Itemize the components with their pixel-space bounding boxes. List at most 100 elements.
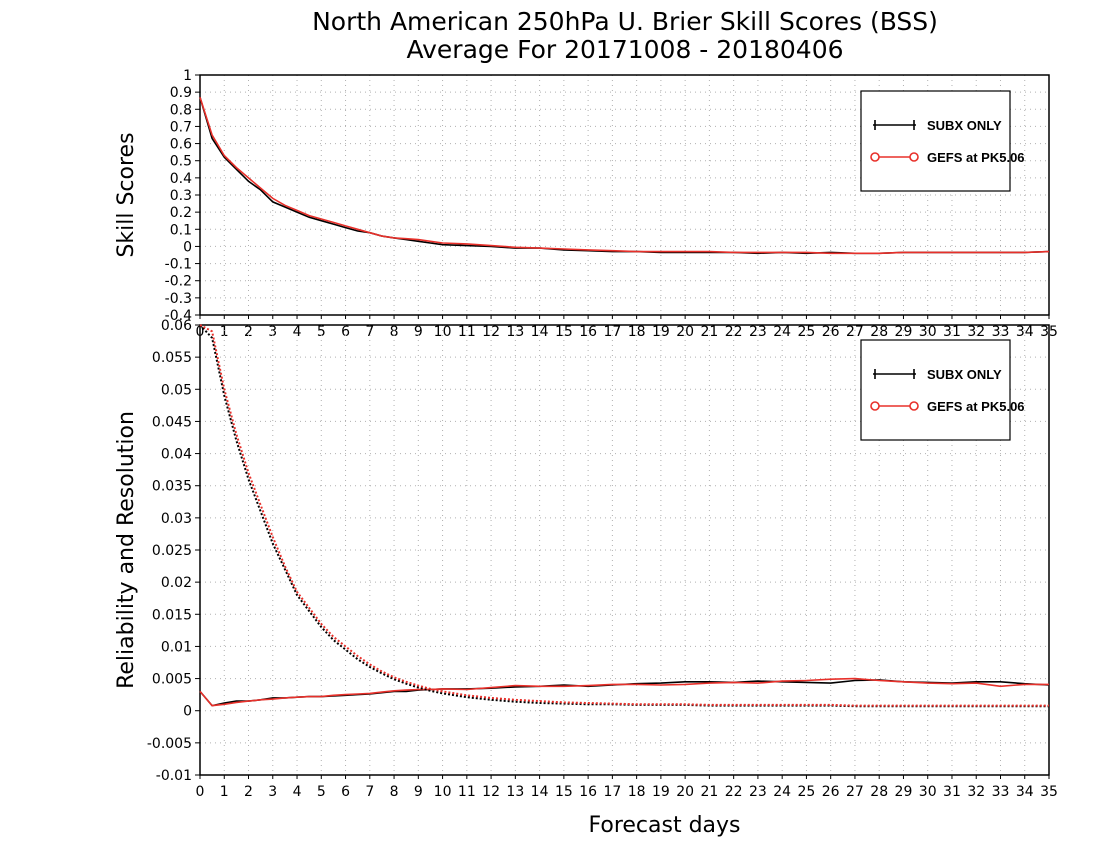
x-tick-label: 9 bbox=[414, 784, 423, 800]
x-tick-label: 33 bbox=[992, 784, 1010, 800]
x-tick-label: 10 bbox=[434, 324, 452, 340]
x-tick-label: 7 bbox=[365, 324, 374, 340]
y-axis-label: Skill Scores bbox=[114, 132, 139, 257]
x-axis-label: Forecast days bbox=[588, 813, 740, 838]
skill-score-panel: -0.4-0.3-0.2-0.100.10.20.30.40.50.60.70.… bbox=[114, 68, 1058, 340]
y-tick-label: 0 bbox=[183, 704, 192, 720]
x-tick-label: 9 bbox=[414, 324, 423, 340]
x-tick-label: 14 bbox=[531, 324, 549, 340]
y-tick-label: 0.2 bbox=[170, 205, 192, 221]
legend-marker bbox=[870, 401, 880, 411]
y-tick-label: 0.02 bbox=[161, 575, 192, 591]
x-tick-label: 23 bbox=[749, 324, 767, 340]
y-tick-label: -0.3 bbox=[165, 291, 192, 307]
x-tick-label: 16 bbox=[579, 324, 597, 340]
x-tick-label: 35 bbox=[1040, 784, 1058, 800]
x-tick-label: 32 bbox=[967, 784, 985, 800]
x-tick-label: 31 bbox=[943, 324, 961, 340]
x-tick-label: 11 bbox=[458, 324, 476, 340]
x-tick-label: 18 bbox=[628, 784, 646, 800]
x-tick-label: 30 bbox=[919, 784, 937, 800]
x-tick-label: 29 bbox=[895, 784, 913, 800]
x-tick-label: 17 bbox=[603, 324, 621, 340]
y-tick-label: -0.4 bbox=[165, 308, 192, 324]
x-tick-label: 3 bbox=[268, 784, 277, 800]
x-tick-label: 24 bbox=[773, 324, 791, 340]
legend-marker bbox=[909, 152, 919, 162]
x-tick-label: 15 bbox=[555, 324, 573, 340]
x-tick-label: 20 bbox=[676, 784, 694, 800]
x-tick-label: 12 bbox=[482, 324, 500, 340]
y-tick-label: 0.6 bbox=[170, 137, 192, 153]
legend-label: SUBX ONLY bbox=[927, 367, 1002, 382]
y-tick-label: 0.01 bbox=[161, 639, 192, 655]
x-tick-label: 31 bbox=[943, 784, 961, 800]
x-tick-label: 28 bbox=[870, 784, 888, 800]
x-tick-label: 4 bbox=[293, 324, 302, 340]
legend-box bbox=[860, 339, 1011, 441]
x-tick-label: 5 bbox=[317, 324, 326, 340]
chart-title-line1: North American 250hPa U. Brier Skill Sco… bbox=[312, 7, 938, 36]
x-tick-label: 25 bbox=[798, 324, 816, 340]
x-tick-label: 23 bbox=[749, 784, 767, 800]
series-line bbox=[199, 97, 1050, 255]
x-tick-label: 15 bbox=[555, 784, 573, 800]
x-tick-label: 25 bbox=[798, 784, 816, 800]
y-tick-label: 0.005 bbox=[152, 672, 192, 688]
x-tick-label: 2 bbox=[244, 324, 253, 340]
y-tick-label: 0.3 bbox=[170, 188, 192, 204]
y-tick-label: 0.9 bbox=[170, 85, 192, 101]
x-tick-label: 24 bbox=[773, 784, 791, 800]
y-tick-label: 1 bbox=[183, 68, 192, 84]
y-tick-label: 0.04 bbox=[161, 447, 192, 463]
x-tick-label: 29 bbox=[895, 324, 913, 340]
x-tick-label: 21 bbox=[700, 784, 718, 800]
x-tick-label: 6 bbox=[341, 784, 350, 800]
y-tick-label: -0.01 bbox=[156, 768, 192, 784]
y-tick-label: 0.03 bbox=[161, 511, 192, 527]
x-tick-label: 7 bbox=[365, 784, 374, 800]
y-tick-label: 0.4 bbox=[170, 171, 192, 187]
x-tick-label: 33 bbox=[992, 324, 1010, 340]
x-tick-label: 8 bbox=[390, 324, 399, 340]
x-tick-label: 11 bbox=[458, 784, 476, 800]
x-tick-label: 28 bbox=[870, 324, 888, 340]
x-tick-label: 32 bbox=[967, 324, 985, 340]
legend-label: SUBX ONLY bbox=[927, 118, 1002, 133]
y-tick-label: 0.05 bbox=[161, 382, 192, 398]
y-tick-label: 0.06 bbox=[161, 318, 192, 334]
x-tick-label: 1 bbox=[220, 324, 229, 340]
x-tick-label: 20 bbox=[676, 324, 694, 340]
y-axis-label: Reliability and Resolution bbox=[114, 411, 139, 689]
reliability-resolution-panel: -0.01 -0.005 0 0.005 0.01 0.015 0.02 0.025 0.03 0… bbox=[114, 318, 1058, 838]
x-tick-label: 4 bbox=[293, 784, 302, 800]
x-tick-label: 21 bbox=[700, 324, 718, 340]
x-tick-label: 34 bbox=[1016, 324, 1034, 340]
x-tick-label: 27 bbox=[846, 324, 864, 340]
x-tick-label: 19 bbox=[652, 324, 670, 340]
x-tick-label: 14 bbox=[531, 784, 549, 800]
x-tick-label: 16 bbox=[579, 784, 597, 800]
legend-label: GEFS at PK5.06 bbox=[927, 150, 1025, 165]
y-tick-label: -0.1 bbox=[165, 257, 192, 273]
y-tick-label: 0.5 bbox=[170, 154, 192, 170]
y-tick-label: 0.8 bbox=[170, 102, 192, 118]
y-tick-label: -0.2 bbox=[165, 274, 192, 290]
x-tick-label: 1 bbox=[220, 784, 229, 800]
x-tick-label: 22 bbox=[725, 784, 743, 800]
y-tick-label: 0.045 bbox=[152, 414, 192, 430]
y-tick-label: 0.015 bbox=[152, 607, 192, 623]
x-tick-label: 3 bbox=[268, 324, 277, 340]
x-tick-label: 6 bbox=[341, 324, 350, 340]
y-tick-label: 0.1 bbox=[170, 222, 192, 238]
x-tick-label: 22 bbox=[725, 324, 743, 340]
legend-box bbox=[860, 90, 1011, 192]
chart-title-line2: Average For 20171008 - 20180406 bbox=[406, 35, 843, 64]
x-tick-label: 2 bbox=[244, 784, 253, 800]
x-tick-label: 26 bbox=[822, 784, 840, 800]
x-tick-label: 19 bbox=[652, 784, 670, 800]
x-tick-label: 12 bbox=[482, 784, 500, 800]
x-tick-label: 5 bbox=[317, 784, 326, 800]
y-tick-label: 0.055 bbox=[152, 350, 192, 366]
